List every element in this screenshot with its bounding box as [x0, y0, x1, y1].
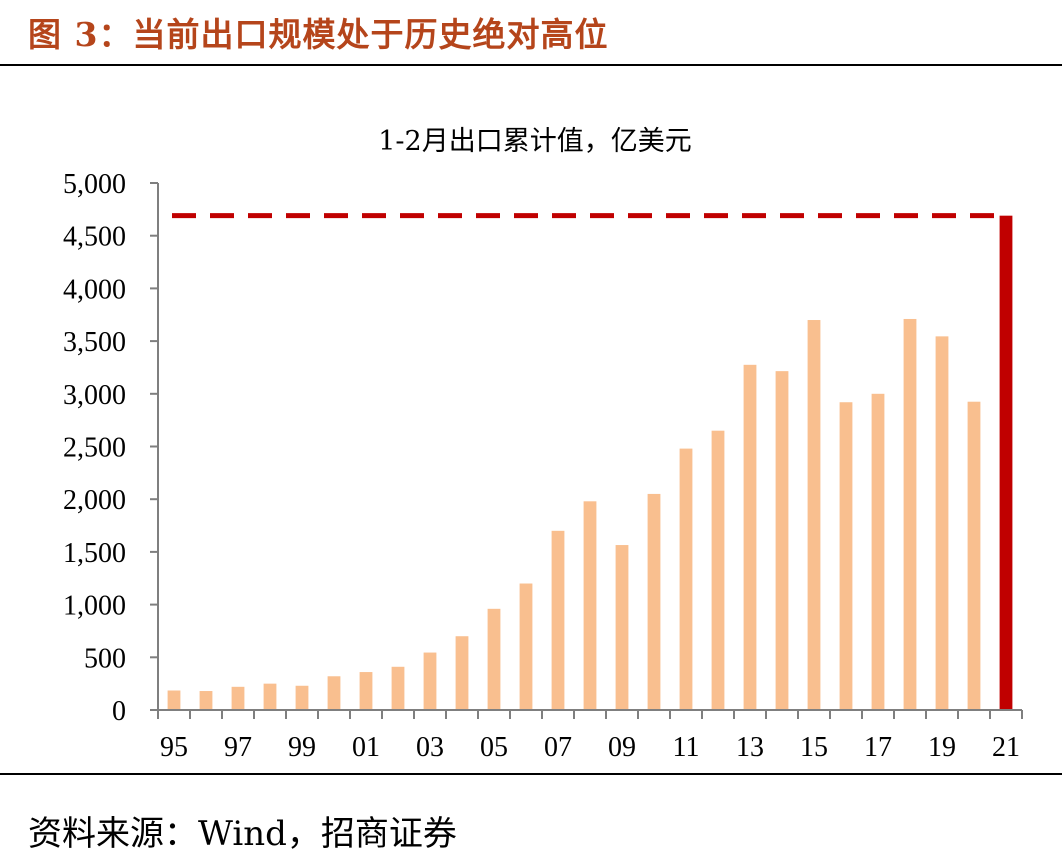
y-tick-label: 3,500	[63, 327, 126, 358]
y-tick-label: 1,500	[63, 538, 126, 569]
y-tick-label: 500	[84, 643, 126, 674]
bar	[711, 430, 725, 710]
y-tick-label: 0	[112, 696, 126, 727]
source-note: 资料来源：Wind，招商证券	[28, 814, 457, 854]
y-tick-label: 2,500	[63, 433, 126, 464]
y-tick-label: 4,500	[63, 222, 126, 253]
y-tick-label: 2,000	[63, 485, 126, 516]
bar	[519, 583, 533, 710]
bar	[231, 686, 245, 710]
y-tick-label: 5,000	[63, 169, 126, 200]
bar	[455, 636, 469, 710]
bar	[807, 320, 821, 710]
bar	[487, 608, 501, 710]
x-tick-label: 99	[288, 732, 316, 763]
bar	[679, 448, 693, 710]
bar	[839, 402, 853, 710]
bar	[967, 401, 981, 710]
x-tick-label: 17	[864, 732, 892, 763]
chart-title: 1-2月出口累计值，亿美元	[378, 126, 691, 157]
figure-title: 图 3：当前出口规模处于历史绝对高位	[28, 15, 609, 54]
bar	[167, 690, 181, 710]
bar	[903, 318, 917, 710]
y-axis-ticks: 0 500 1,000 1,500 2,000 2,500 3,000 3,500 4,000 4…	[63, 169, 158, 727]
top-rule	[0, 64, 1062, 66]
bar	[551, 530, 565, 710]
x-tick-label: 21	[992, 732, 1020, 763]
bar	[263, 683, 277, 710]
bar	[327, 676, 341, 710]
x-tick-label: 97	[224, 732, 252, 763]
x-tick-label: 95	[160, 732, 188, 763]
bar	[199, 691, 213, 710]
bottom-rule	[0, 773, 1062, 775]
x-tick-label: 09	[608, 732, 636, 763]
bar	[423, 652, 437, 710]
x-tick-label: 03	[416, 732, 444, 763]
x-tick-label: 13	[736, 732, 764, 763]
bar	[583, 501, 597, 710]
bar	[391, 666, 405, 710]
bar	[935, 336, 949, 710]
bar	[871, 393, 885, 710]
bars	[167, 215, 1013, 710]
x-tick-label: 07	[544, 732, 572, 763]
x-tick-label: 01	[352, 732, 380, 763]
bar	[647, 493, 661, 710]
y-tick-label: 3,000	[63, 380, 126, 411]
bar	[615, 545, 629, 710]
bar	[743, 364, 757, 710]
x-tick-label: 11	[673, 732, 700, 763]
y-tick-label: 1,000	[63, 591, 126, 622]
bar	[775, 371, 789, 710]
bar-chart: 1-2月出口累计值，亿美元 0 500 1,000 1,500 2,000 2,500 3,…	[63, 126, 1023, 763]
bar	[295, 685, 309, 710]
y-tick-label: 4,000	[63, 274, 126, 305]
bar	[359, 672, 373, 710]
x-tick-label: 19	[928, 732, 956, 763]
x-axis-ticks: 95 97 99 01 03 05 07 09 11 13 15 17 19 21	[157, 710, 1023, 763]
bar-highlight	[999, 215, 1013, 710]
x-tick-label: 05	[480, 732, 508, 763]
x-tick-label: 15	[800, 732, 828, 763]
